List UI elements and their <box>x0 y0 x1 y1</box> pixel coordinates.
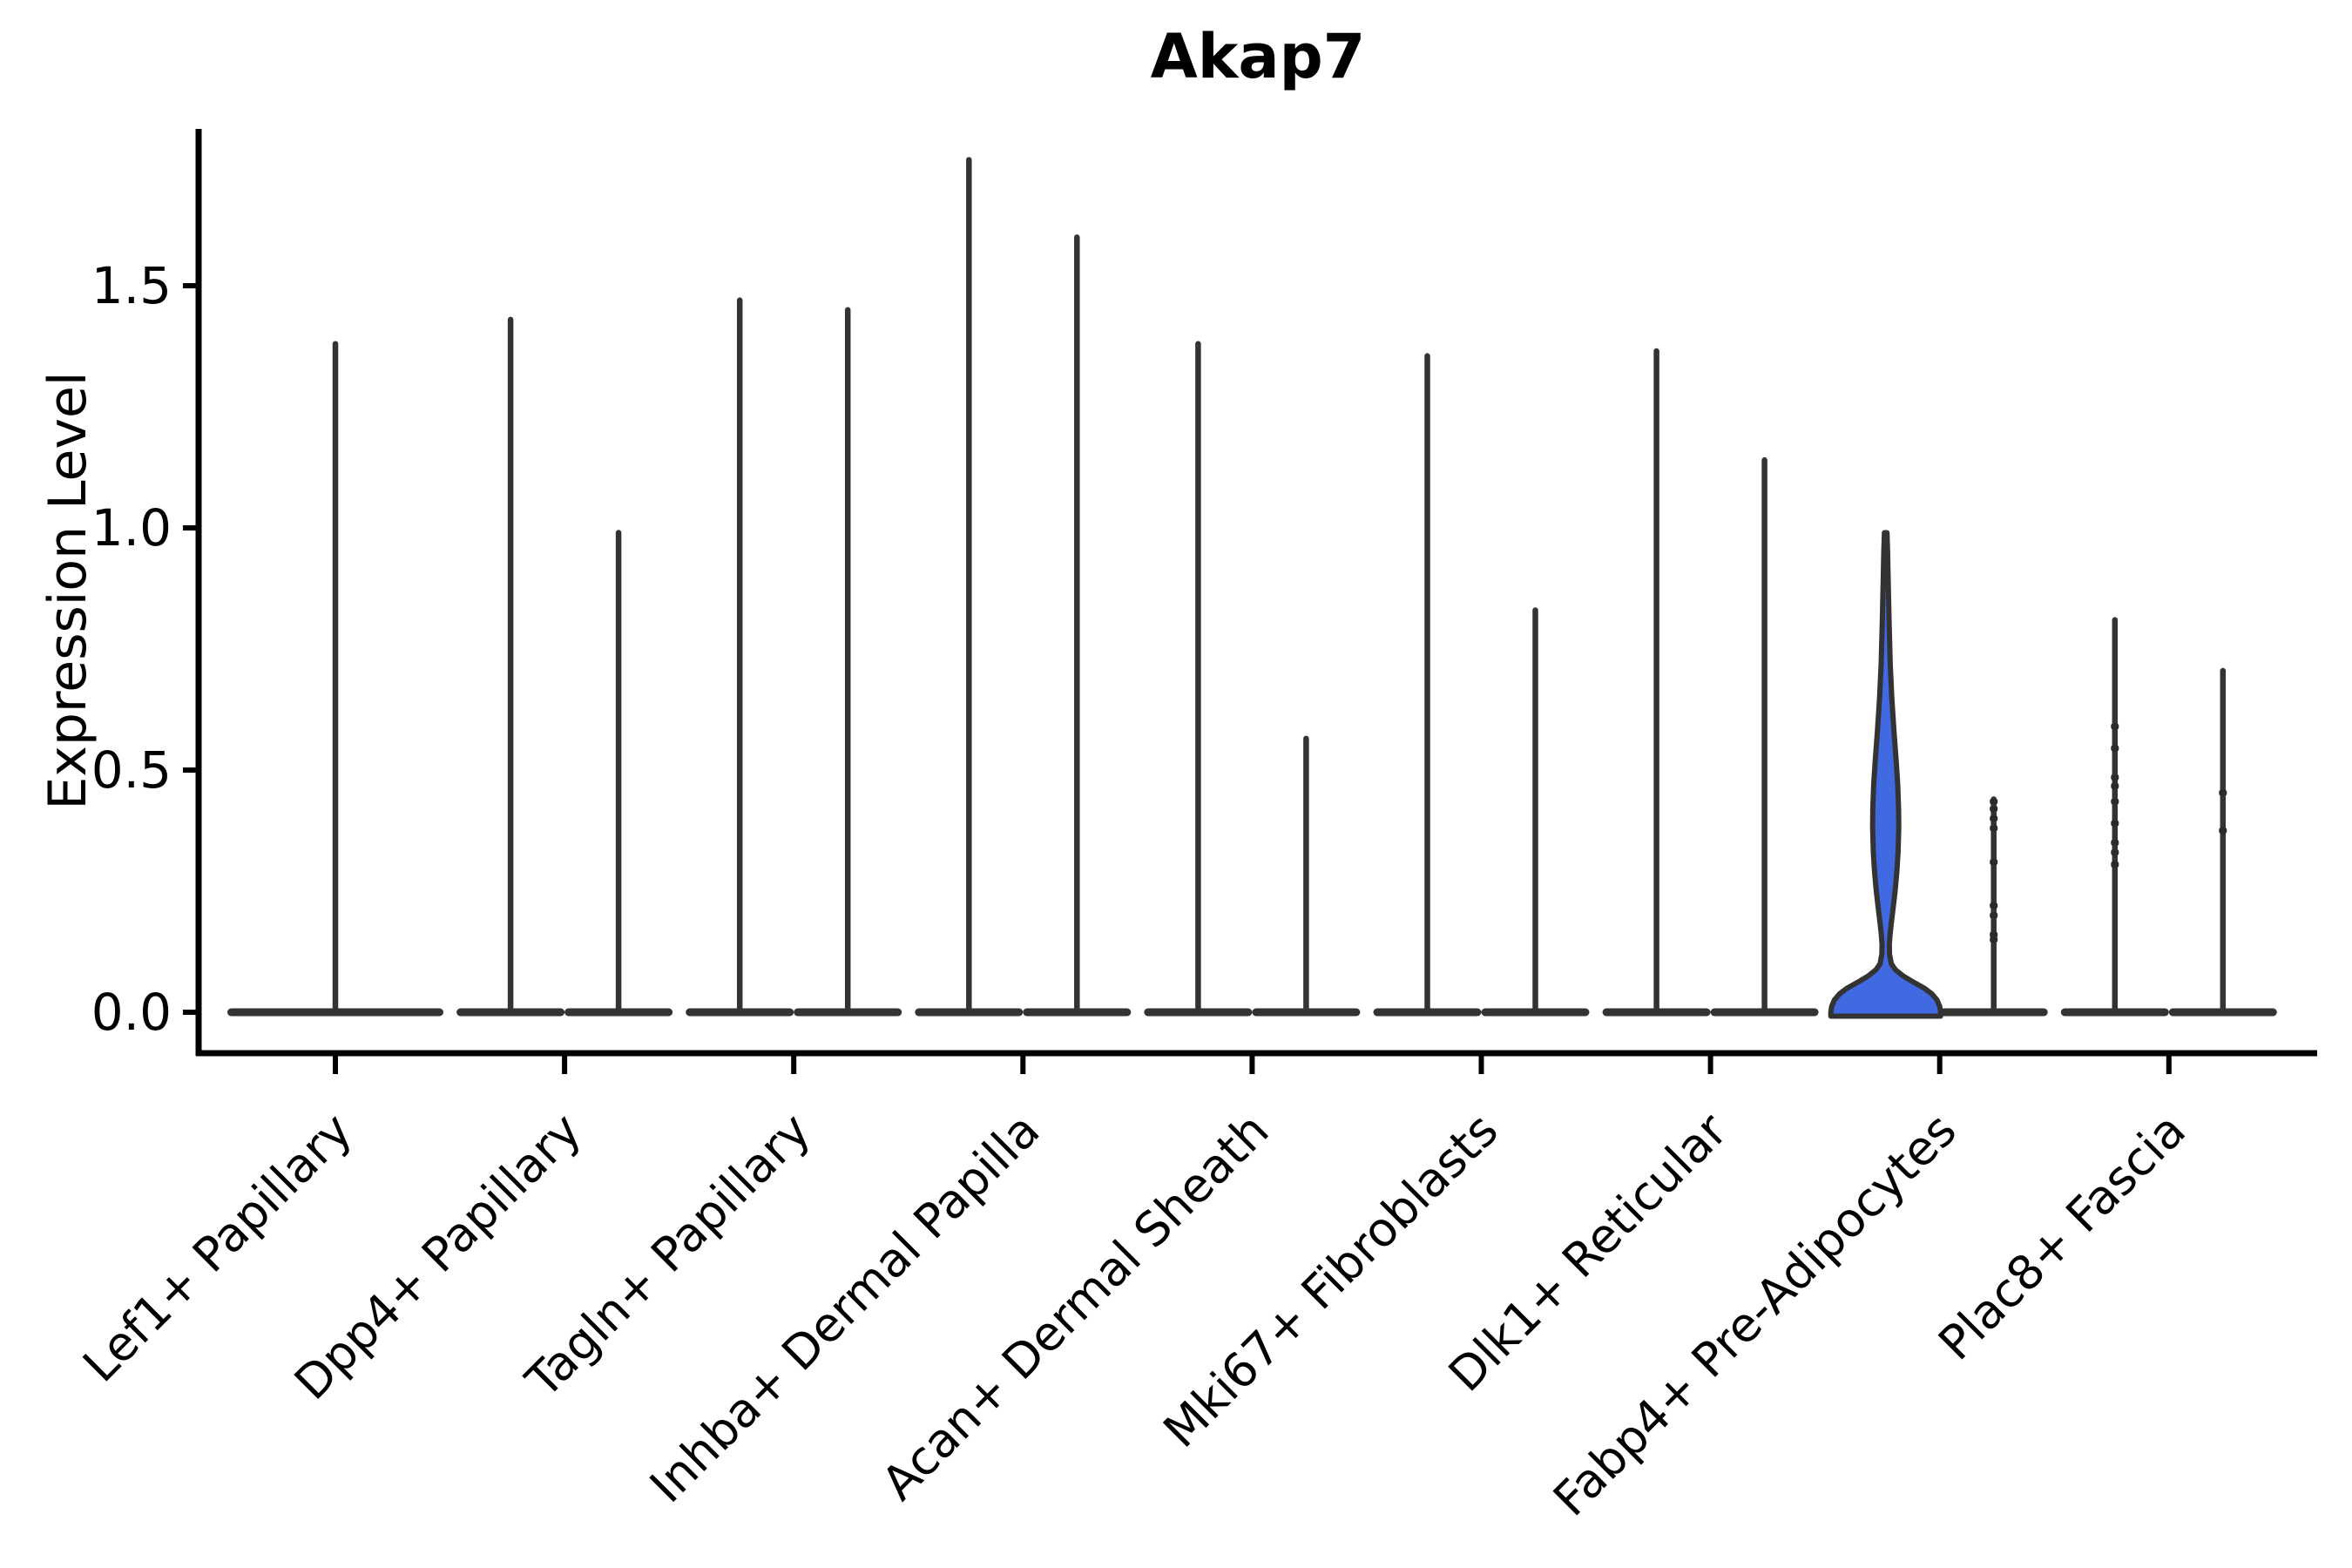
chart-title: Akap7 <box>1150 21 1366 92</box>
jitter-dot <box>1990 805 1998 812</box>
jitter-dot <box>1990 902 1998 909</box>
jitter-dot <box>2111 745 2119 752</box>
jitter-dot <box>2111 849 2119 856</box>
jitter-dot <box>2111 839 2119 846</box>
x-tick-label: Acan+ Dermal Sheath <box>871 1103 1279 1511</box>
jitter-dot <box>1990 931 1998 938</box>
jitter-dot <box>2111 798 2119 805</box>
jitter-dot <box>2111 723 2119 730</box>
jitter-dot <box>1990 825 1998 832</box>
jitter-dot <box>1990 859 1998 866</box>
filled-violin <box>1828 530 1943 1019</box>
jitter-dot <box>1990 798 1998 805</box>
jitter-dot <box>2111 861 2119 868</box>
x-tick-label: Fabp4+ Pre-Adipocytes <box>1543 1103 1967 1527</box>
jitter-dot <box>1990 936 1998 943</box>
jitter-dot <box>2219 828 2227 834</box>
jitter-dot <box>2219 789 2227 796</box>
x-tick-label: Plac8+ Fascia <box>1928 1103 2196 1371</box>
y-axis-label: Expression Level <box>37 371 98 810</box>
y-tick-label: 0.0 <box>91 983 172 1042</box>
x-tick-label: Inhba+ Dermal Papilla <box>639 1103 1050 1513</box>
jitter-dot <box>2111 782 2119 789</box>
jitter-dot <box>1990 912 1998 919</box>
jitter-dot <box>2111 774 2119 781</box>
y-tick-label: 0.5 <box>91 740 172 800</box>
jitter-dot <box>2111 820 2119 827</box>
jitter-dot <box>1990 815 1998 822</box>
y-tick-label: 1.0 <box>91 498 172 558</box>
y-tick-label: 1.5 <box>91 256 172 315</box>
